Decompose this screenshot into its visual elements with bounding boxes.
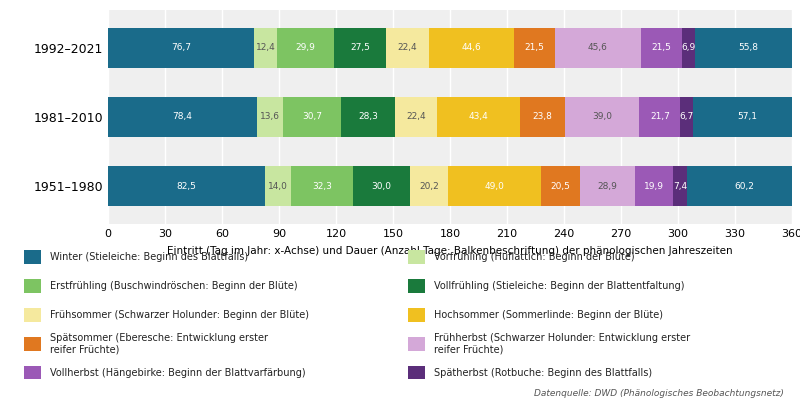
Bar (641, 28, 682, 68)
FancyBboxPatch shape (24, 279, 41, 293)
Bar (438, 97, 520, 137)
Bar (580, 166, 635, 206)
Bar (386, 28, 429, 68)
Text: Frühsommer (Schwarzer Holunder: Beginn der Blüte): Frühsommer (Schwarzer Holunder: Beginn d… (50, 310, 310, 320)
Bar (635, 166, 673, 206)
Text: 13,6: 13,6 (260, 112, 280, 122)
Text: 76,7: 76,7 (171, 44, 191, 52)
FancyBboxPatch shape (408, 337, 425, 350)
Text: 28,3: 28,3 (358, 112, 378, 122)
Text: 28,9: 28,9 (598, 182, 618, 190)
Text: 23,8: 23,8 (533, 112, 553, 122)
FancyBboxPatch shape (408, 279, 425, 293)
Bar (254, 28, 278, 68)
Text: 30,7: 30,7 (302, 112, 322, 122)
Bar (278, 28, 334, 68)
Text: 45,6: 45,6 (588, 44, 608, 52)
FancyBboxPatch shape (24, 250, 41, 264)
X-axis label: Eintritt (Tag im Jahr: x-Achse) und Dauer (Anzahl Tage: Balkenbeschriftung) der : Eintritt (Tag im Jahr: x-Achse) und Daue… (167, 246, 733, 256)
Text: 44,6: 44,6 (462, 44, 481, 52)
FancyBboxPatch shape (24, 337, 41, 350)
Text: 7,4: 7,4 (673, 182, 687, 190)
Text: 57,1: 57,1 (738, 112, 758, 122)
Bar (565, 97, 639, 137)
Text: 43,4: 43,4 (469, 112, 489, 122)
Text: 20,5: 20,5 (550, 182, 570, 190)
Text: 78,4: 78,4 (173, 112, 193, 122)
Text: Vollherbst (Hängebirke: Beginn der Blattvarfärbung): Vollherbst (Hängebirke: Beginn der Blatt… (50, 368, 306, 378)
Text: 82,5: 82,5 (177, 182, 196, 190)
Text: Vorfrühling (Huflattich: Beginn der Blüte): Vorfrühling (Huflattich: Beginn der Blüt… (434, 252, 635, 262)
FancyBboxPatch shape (24, 308, 41, 322)
Bar (291, 166, 353, 206)
Text: 55,8: 55,8 (738, 44, 758, 52)
Bar (520, 97, 565, 137)
Text: 22,4: 22,4 (406, 112, 426, 122)
Bar (514, 28, 554, 68)
Text: 14,0: 14,0 (268, 182, 288, 190)
Text: 39,0: 39,0 (592, 112, 612, 122)
Bar (448, 166, 542, 206)
Bar (542, 166, 580, 206)
Bar (682, 28, 695, 68)
Bar (681, 97, 693, 137)
Text: 32,3: 32,3 (312, 182, 332, 190)
Bar (334, 28, 386, 68)
Bar (108, 28, 254, 68)
Text: 19,9: 19,9 (644, 182, 664, 190)
Text: 20,2: 20,2 (419, 182, 438, 190)
Text: Spätherbst (Rotbuche: Beginn des Blattfalls): Spätherbst (Rotbuche: Beginn des Blattfa… (434, 368, 653, 378)
Bar (265, 166, 291, 206)
Text: Winter (Stieleiche: Beginn des Blattfalls): Winter (Stieleiche: Beginn des Blattfall… (50, 252, 249, 262)
Text: Spätsommer (Eberesche: Entwicklung erster
reifer Früchte): Spätsommer (Eberesche: Entwicklung erste… (50, 333, 268, 354)
Text: 21,7: 21,7 (650, 112, 670, 122)
Bar (687, 166, 800, 206)
FancyBboxPatch shape (408, 366, 425, 380)
Bar (257, 97, 283, 137)
Text: Frühherbst (Schwarzer Holunder: Entwicklung erster
reifer Früchte): Frühherbst (Schwarzer Holunder: Entwickl… (434, 333, 690, 354)
Text: 30,0: 30,0 (371, 182, 391, 190)
Bar (554, 28, 641, 68)
Text: 29,9: 29,9 (296, 44, 316, 52)
Bar (429, 28, 514, 68)
Text: Erstfrühling (Buschwindröschen: Beginn der Blüte): Erstfrühling (Buschwindröschen: Beginn d… (50, 281, 298, 291)
Bar (410, 166, 448, 206)
Text: Hochsommer (Sommerlinde: Beginn der Blüte): Hochsommer (Sommerlinde: Beginn der Blüt… (434, 310, 663, 320)
Bar (673, 166, 687, 206)
Text: 21,5: 21,5 (652, 44, 671, 52)
Bar (395, 97, 438, 137)
Text: 21,5: 21,5 (524, 44, 544, 52)
Bar (695, 28, 800, 68)
Text: Datenquelle: DWD (Phänologisches Beobachtungsnetz): Datenquelle: DWD (Phänologisches Beobach… (534, 390, 784, 398)
Text: Vollfrühling (Stieleiche: Beginn der Blattentfaltung): Vollfrühling (Stieleiche: Beginn der Bla… (434, 281, 685, 291)
Bar (108, 97, 257, 137)
Bar (639, 97, 681, 137)
Text: 12,4: 12,4 (256, 44, 275, 52)
Text: 60,2: 60,2 (734, 182, 754, 190)
FancyBboxPatch shape (408, 250, 425, 264)
Bar (341, 97, 395, 137)
Bar (693, 97, 800, 137)
Text: 22,4: 22,4 (398, 44, 418, 52)
Bar (353, 166, 410, 206)
Bar (283, 97, 341, 137)
Text: 6,9: 6,9 (682, 44, 696, 52)
Text: 27,5: 27,5 (350, 44, 370, 52)
Text: 6,7: 6,7 (680, 112, 694, 122)
FancyBboxPatch shape (24, 366, 41, 380)
FancyBboxPatch shape (408, 308, 425, 322)
Bar (108, 166, 265, 206)
Text: 49,0: 49,0 (485, 182, 505, 190)
